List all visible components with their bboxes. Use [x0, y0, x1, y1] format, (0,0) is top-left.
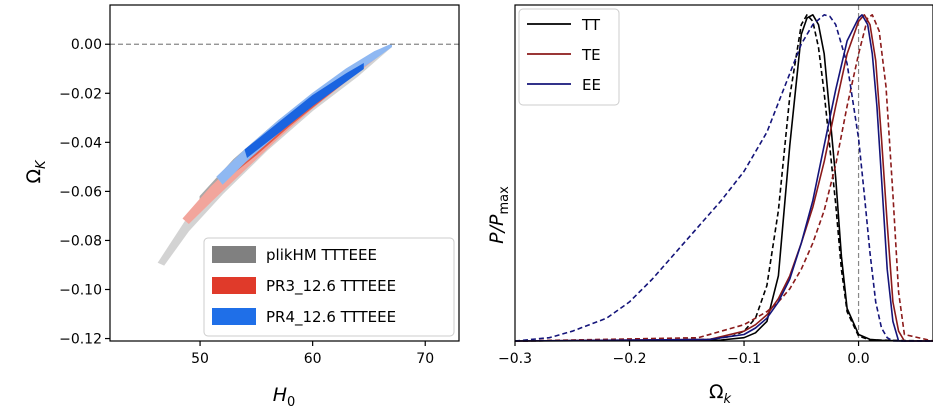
x-tick-label: 70	[416, 351, 434, 367]
line-layer	[514, 14, 933, 342]
legend-box	[518, 8, 620, 106]
legend-swatch	[212, 308, 256, 325]
left-y-axis-label: ΩK	[23, 159, 49, 184]
legend-label: TT	[581, 16, 601, 34]
y-tick-label: −0.06	[59, 184, 102, 200]
y-tick-label: −0.10	[59, 282, 102, 298]
legend-swatch	[212, 277, 256, 294]
contour-inner-2	[244, 63, 364, 158]
line-te-solid	[514, 14, 933, 342]
right-y-axis-label: P/Pmax	[486, 186, 512, 244]
right-axes-frame	[514, 4, 933, 342]
contour-outer-0	[157, 46, 392, 266]
left-panel: 50 60 70 0.00 −0.02 −0.04 −0.06 −0.08 −0.10 −0.12…	[23, 4, 460, 410]
contour-layer	[157, 43, 392, 266]
y-tick-label: 0.00	[71, 37, 102, 53]
y-tick-label: −0.08	[59, 233, 102, 249]
line-ee-dashed	[514, 14, 933, 342]
left-legend: plikHM TTTEEE PR3_12.6 TTTEEE PR4_12.6 TTT…	[203, 237, 455, 337]
legend-swatch	[212, 246, 256, 263]
y-tick-label: −0.04	[59, 135, 102, 151]
legend-label: TE	[581, 46, 601, 64]
legend-label: EE	[582, 76, 601, 94]
legend-box	[203, 237, 455, 337]
x-tick-label: 50	[191, 351, 209, 367]
x-tick-label: −0.1	[727, 351, 761, 367]
right-legend: TT TE EE	[518, 8, 620, 106]
x-tick-label: 0.0	[847, 351, 869, 367]
line-te-dashed	[514, 14, 933, 342]
right-x-axis-label: Ωk	[709, 381, 732, 407]
line-tt-solid	[514, 14, 933, 342]
x-tick-label: 60	[304, 351, 322, 367]
x-tick-label: −0.3	[498, 351, 532, 367]
line-ee-solid	[514, 14, 933, 342]
left-x-axis-label: H0	[273, 384, 296, 410]
line-tt-dashed	[514, 14, 933, 342]
x-tick-label: −0.2	[613, 351, 647, 367]
y-tick-label: −0.12	[59, 332, 102, 348]
legend-label: plikHM TTTEEE	[266, 246, 377, 264]
legend-label: PR4_12.6 TTTEEE	[266, 308, 396, 327]
contour-outer-2	[216, 43, 392, 185]
left-axes-frame	[109, 4, 460, 342]
right-axes: −0.3 −0.2 −0.1 0.0	[498, 341, 870, 367]
left-axes: 50 60 70 0.00 −0.02 −0.04 −0.06 −0.08 −0.10 −0.12	[59, 37, 434, 367]
right-panel: −0.3 −0.2 −0.1 0.0 Ωk P/Pmax TT TE EE	[486, 4, 933, 407]
legend-label: PR3_12.6 TTTEEE	[266, 277, 396, 296]
y-tick-label: −0.02	[59, 86, 102, 102]
